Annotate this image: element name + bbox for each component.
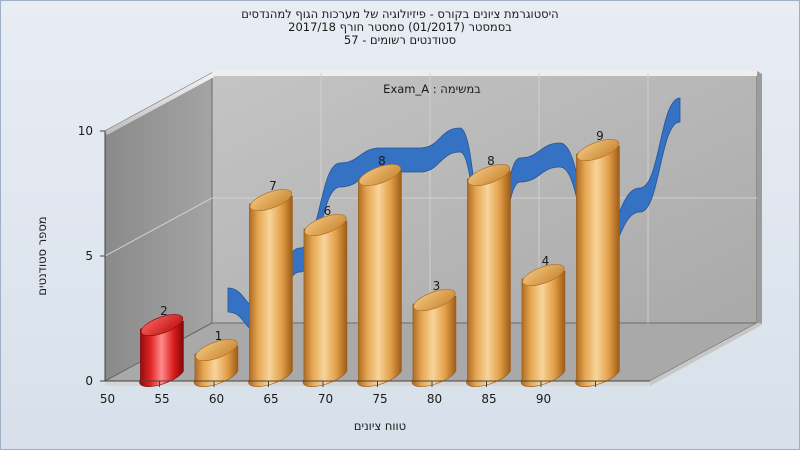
bar-body	[520, 270, 566, 387]
gridline-left-wall	[104, 197, 213, 257]
y-axis-ticks: 0 5 10	[78, 124, 105, 388]
histogram-bar: 4	[520, 254, 566, 387]
bar-top-cap	[467, 164, 511, 186]
bar-value-label: 2	[160, 304, 168, 318]
bar-top-cap	[413, 289, 456, 311]
x-tick-label: 60	[209, 392, 224, 406]
bar-body	[357, 170, 402, 387]
bar-top-cap	[358, 164, 402, 186]
bar-value-label: 8	[487, 154, 495, 168]
histogram-bar: 8	[466, 154, 511, 387]
bar-value-label: 6	[324, 204, 332, 218]
x-tick-label: 85	[481, 392, 496, 406]
bar-top-cap	[304, 214, 347, 236]
bar-top-cap	[249, 189, 293, 211]
bar-body	[575, 145, 620, 387]
bar-value-label: 1	[215, 329, 223, 343]
bar-top-cap	[576, 139, 620, 161]
chart-subtitle-semester: בסמסטר (01/2017) סמסטר חורף 2017/18	[288, 20, 512, 34]
x-axis-title: טווח ציונים	[354, 419, 406, 433]
x-tick-label: 65	[263, 392, 278, 406]
bar-body	[248, 195, 293, 387]
chart-floor-side-edge	[650, 323, 762, 386]
bar-value-label: 7	[269, 179, 277, 193]
x-axis-ticks: 50 55 60 65 70 75 80 85 90	[100, 381, 596, 406]
x-tick-label: 75	[372, 392, 387, 406]
chart-title: היסטוגרמת ציונים בקורס - פיזיולוגיה של מ…	[241, 7, 559, 21]
bar-top-cap	[140, 314, 184, 336]
histogram-bar: 2	[139, 304, 184, 387]
chart-wall-top-edge-back	[212, 71, 757, 76]
bar-value-label: 8	[378, 154, 386, 168]
bar-body	[411, 295, 457, 387]
chart-title-block: היסטוגרמת ציונים בקורס - פיזיולוגיה של מ…	[0, 8, 800, 47]
x-tick-label: 90	[536, 392, 551, 406]
histogram-bar: 7	[248, 179, 293, 387]
bar-body	[139, 320, 184, 387]
bar-value-label: 9	[596, 129, 604, 143]
bar-body	[466, 170, 511, 387]
histogram-bar: 3	[411, 279, 457, 387]
y-tick-label: 0	[85, 374, 93, 388]
x-tick-label: 55	[154, 392, 169, 406]
y-tick-label: 10	[78, 124, 93, 138]
chart-bars: 2 1 7 6 8 3 8 4 9	[139, 129, 620, 387]
chart-wall-top-edge-left	[105, 73, 214, 135]
bar-top-cap	[195, 339, 238, 361]
annotation-label: במשימה : Exam_A	[383, 82, 481, 96]
histogram-bar: 6	[302, 204, 348, 387]
bar-value-label: 3	[433, 279, 441, 293]
bar-top-cap	[522, 264, 565, 286]
chart-subtitle-students: סטודנטים רשומים - 57	[343, 33, 457, 47]
histogram-bar: 8	[357, 154, 402, 387]
histogram-bar: 9	[575, 129, 620, 387]
chart-wall-right-edge	[757, 71, 762, 324]
bar-value-label: 4	[542, 254, 550, 268]
histogram-bar: 1	[193, 329, 239, 387]
bar-body	[302, 220, 348, 387]
x-tick-label: 80	[427, 392, 442, 406]
y-tick-label: 5	[85, 249, 93, 263]
x-tick-label: 70	[318, 392, 333, 406]
x-tick-label: 50	[100, 392, 115, 406]
y-axis-title: מספר סטודנטים	[35, 216, 49, 295]
